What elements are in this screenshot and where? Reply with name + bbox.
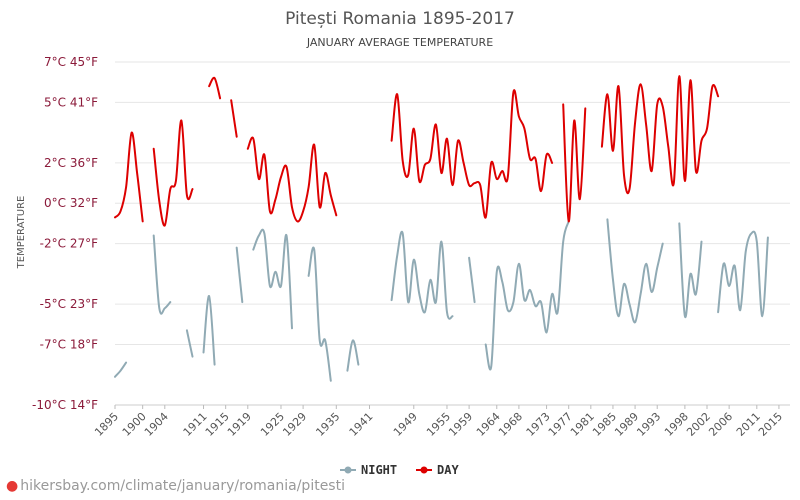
y-tick-label-7: -10°C 14°F <box>32 398 98 412</box>
legend-item-night[interactable]: NIGHT <box>340 463 397 477</box>
x-tick-label-7: 1929 <box>280 410 309 439</box>
x-tick-label-13: 1964 <box>474 410 503 439</box>
chart-subtitle: JANUARY AVERAGE TEMPERATURE <box>306 36 493 49</box>
x-tick-label-1: 1900 <box>120 410 149 439</box>
x-tick-label-6: 1925 <box>258 410 287 439</box>
x-tick-label-25: 2015 <box>756 410 785 439</box>
x-tick-label-10: 1949 <box>391 410 420 439</box>
series-lines <box>114 75 769 382</box>
series-night-segment-1 <box>152 234 172 315</box>
x-tick-label-2: 1904 <box>142 410 171 439</box>
x-tick-label-12: 1959 <box>446 410 475 439</box>
x-tick-label-14: 1968 <box>496 410 525 439</box>
y-tick-label-5: -5°C 23°F <box>40 297 98 311</box>
legend-label-day: DAY <box>437 463 459 477</box>
series-night-segment-7 <box>346 339 360 372</box>
x-tick-label-18: 1985 <box>590 410 619 439</box>
series-night-segment-5 <box>252 228 293 330</box>
series-night-segment-2 <box>185 329 194 358</box>
legend-marker-night <box>344 466 352 474</box>
legend-label-night: NIGHT <box>361 463 397 477</box>
series-night-segment-8 <box>390 230 454 320</box>
series-day-segment-6 <box>562 103 587 223</box>
y-axis-label: TEMPERATURE <box>16 196 27 270</box>
x-tick-label-11: 1955 <box>424 410 453 439</box>
source-credit[interactable]: ● hikersbay.com/climate/january/romania/p… <box>6 478 345 494</box>
x-tick-label-19: 1989 <box>612 410 641 439</box>
y-tick-label-6: -7°C 18°F <box>40 337 98 351</box>
series-night-segment-11 <box>606 218 664 324</box>
legend-marker-day <box>420 466 428 474</box>
series-night-segment-10 <box>484 220 570 371</box>
x-tick-label-17: 1981 <box>568 410 597 439</box>
series-day-segment-3 <box>230 99 238 138</box>
y-tick-label-0: 7°C 45°F <box>44 55 98 69</box>
x-tick-label-24: 2011 <box>734 410 763 439</box>
y-tick-label-3: 0°C 32°F <box>44 196 98 210</box>
x-tick-label-23: 2006 <box>706 410 735 439</box>
legend-item-day[interactable]: DAY <box>416 463 459 477</box>
series-day <box>114 75 720 227</box>
series-day-segment-1 <box>152 119 194 227</box>
series-night-segment-6 <box>307 246 332 382</box>
legend[interactable]: NIGHT DAY <box>340 463 459 477</box>
x-tick-label-20: 1993 <box>634 410 663 439</box>
source-credit-text: hikersbay.com/climate/january/romania/pi… <box>20 478 345 494</box>
series-day-segment-5 <box>390 89 554 219</box>
x-tick-label-0: 1895 <box>92 410 121 439</box>
location-pin-icon: ● <box>6 478 19 494</box>
chart-title: Pitești Romania 1895-2017 <box>285 9 515 29</box>
x-tick-label-3: 1911 <box>181 410 210 439</box>
series-day-segment-2 <box>208 76 222 100</box>
x-tick-label-15: 1973 <box>524 410 553 439</box>
series-night-segment-0 <box>114 361 128 378</box>
x-tick-label-9: 1941 <box>347 410 376 439</box>
series-night <box>114 218 769 382</box>
x-tick-label-4: 1915 <box>203 410 232 439</box>
x-tick-label-16: 1977 <box>546 410 575 439</box>
y-axis-ticks: 7°C 45°F 5°C 41°F 2°C 36°F 0°C 32°F -2°C 27°… <box>32 55 98 412</box>
y-tick-label-1: 5°C 41°F <box>44 95 98 109</box>
series-night-segment-4 <box>235 246 244 304</box>
y-tick-label-2: 2°C 36°F <box>44 156 98 170</box>
x-tick-label-22: 2002 <box>684 410 713 439</box>
x-tick-label-8: 1935 <box>313 410 342 439</box>
x-tick-label-5: 1919 <box>225 410 254 439</box>
series-day-segment-4 <box>246 136 338 223</box>
y-tick-label-4: -2°C 27°F <box>40 237 98 251</box>
series-day-segment-7 <box>600 75 720 195</box>
x-tick-label-21: 1998 <box>662 410 691 439</box>
series-night-segment-9 <box>468 256 476 304</box>
series-night-segment-3 <box>202 294 216 366</box>
series-day-segment-0 <box>114 131 144 223</box>
series-night-segment-12 <box>678 222 703 318</box>
grid <box>115 61 790 406</box>
series-night-segment-13 <box>717 230 769 318</box>
